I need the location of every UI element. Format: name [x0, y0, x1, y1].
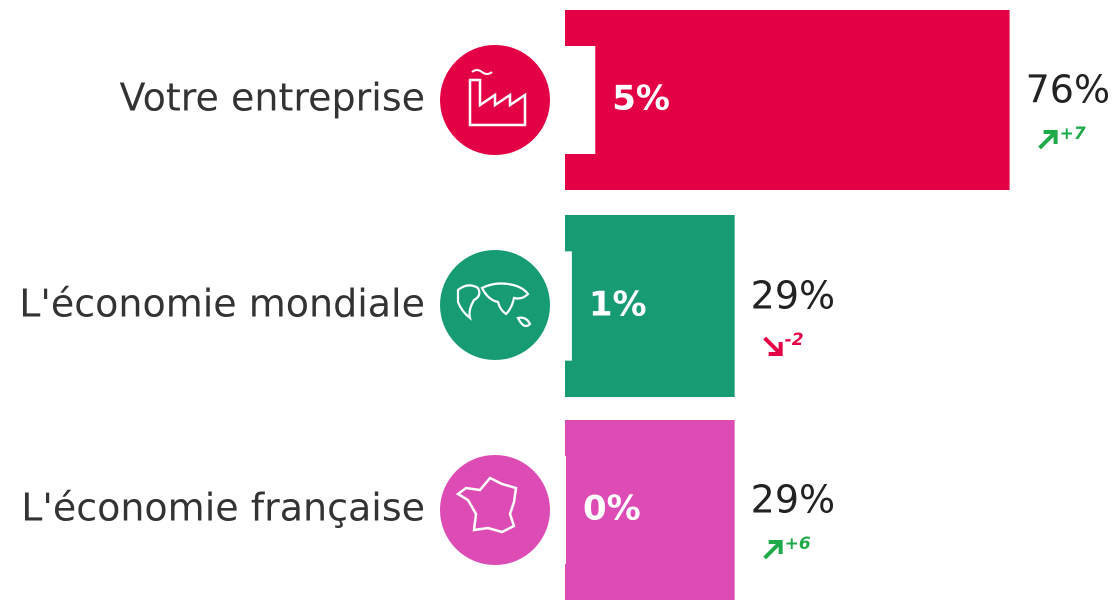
inner-label: 1%: [589, 285, 647, 325]
bar: [565, 215, 735, 397]
value-label: 76%: [1026, 68, 1110, 112]
change-arrow: [1038, 130, 1058, 150]
change-arrow: [763, 540, 783, 560]
category-label: L'économie mondiale: [19, 282, 425, 326]
change-arrow: [763, 336, 783, 356]
inner-label: 0%: [583, 489, 641, 529]
value-label: 29%: [751, 274, 835, 318]
bar: [565, 10, 1010, 190]
inner-bar: [565, 46, 595, 154]
icon-factory: [440, 45, 550, 155]
change-label: -2: [785, 330, 804, 350]
value-label: 29%: [751, 478, 835, 522]
inner-label: 5%: [612, 79, 670, 119]
bar: [565, 420, 735, 600]
icon-france: [440, 455, 550, 565]
inner-bar: [565, 251, 571, 361]
icon-world: [440, 250, 550, 360]
change-label: +7: [1060, 124, 1086, 144]
change-label: +6: [785, 534, 811, 554]
category-label: Votre entreprise: [120, 76, 425, 120]
category-label: L'économie française: [21, 486, 425, 530]
